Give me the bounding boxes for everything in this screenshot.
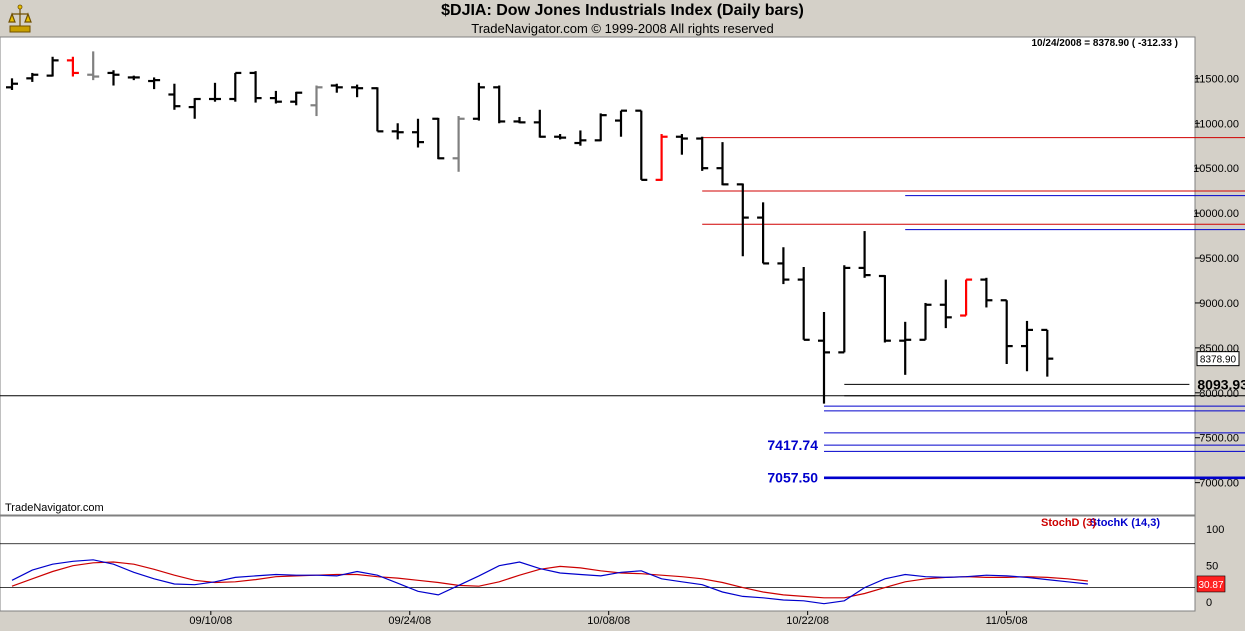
price-tick-label: 10500.00 [1193,163,1239,175]
stochastic-tick-label: 50 [1206,561,1218,573]
stochastic-last-value-label: 30.87 [1198,580,1223,591]
stochastic-oscillator: StochK (14,3)StochD (3) [0,517,1195,605]
stochastic-last-value-tag [1196,575,1226,593]
level-label: 7057.50 [767,469,818,485]
trade-navigator-logo-icon [8,4,32,33]
stochastic-legend-entry: StochK (14,3) [1090,517,1161,529]
date-tick-label: 10/22/08 [786,615,829,627]
stochastic-tick-label: 0 [1206,597,1212,609]
fibonacci-levels: 10839.5910246.249875.9010194.509816.3680… [702,137,1245,485]
watermark-text: TradeNavigator.com [5,502,104,514]
stochastic-legend-entry: StochD (3) [1041,517,1096,529]
price-tick-label: 9500.00 [1199,253,1239,265]
stochastic-panel [0,515,1196,612]
date-tick-label: 11/05/08 [986,615,1028,627]
chart-title: $DJIA: Dow Jones Industrials Index (Dail… [441,2,804,19]
chart-info-readout: 10/24/2008 = 8378.90 ( -312.33 ) [1031,38,1178,49]
date-axis: 09/10/08 09/24/08 10/08/08 10/22/08 11/05/08 [189,611,1028,627]
last-price-tag [1196,351,1240,367]
stochastic-axis: 0 50 100 30.87 [1196,524,1226,609]
price-tick-label: 11000.00 [1194,118,1239,130]
price-tick-label: 8000.00 [1199,388,1239,400]
stochastic-series-line [11,559,1088,605]
price-panel [0,36,1196,516]
level-label: 8093.93 [1197,376,1245,392]
date-tick-label: 09/24/08 [388,615,431,627]
stochastic-tick-label: 100 [1206,524,1224,536]
level-label: 7417.74 [767,437,818,453]
price-axis: 7000.007500.008000.008500.009000.009500.… [1193,73,1240,490]
price-bars [6,51,1054,404]
last-price-label: 8378.90 [1200,355,1237,366]
price-tick-label: 7500.00 [1199,433,1239,445]
price-tick-label: 7000.00 [1199,478,1239,490]
price-tick-label: 11500.00 [1194,73,1239,85]
price-tick-label: 9000.00 [1199,298,1239,310]
date-tick-label: 10/08/08 [587,615,630,627]
stochastic-series-line [11,561,1088,599]
chart-subtitle: TradeNavigator.com © 1999-2008 All right… [471,21,774,36]
date-tick-label: 09/10/08 [189,615,232,627]
price-tick-label: 10000.00 [1193,208,1239,220]
